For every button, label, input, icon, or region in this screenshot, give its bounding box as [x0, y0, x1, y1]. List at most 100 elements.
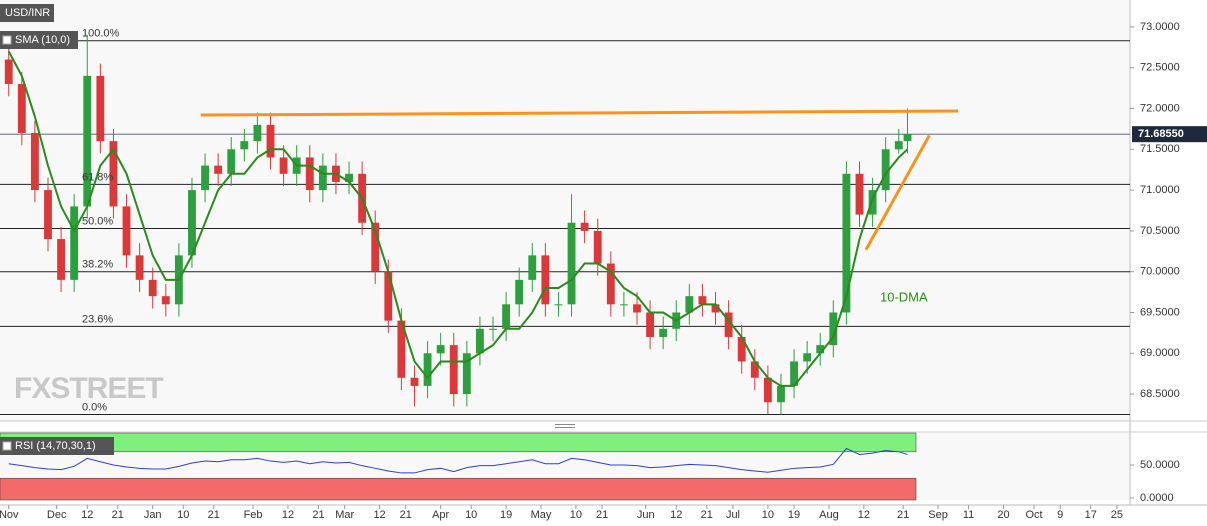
- candle-body: [580, 222, 589, 231]
- legend-title: USD/INR: [5, 7, 50, 19]
- x-tick-label: 11: [963, 509, 974, 521]
- x-tick-label: Jul: [726, 509, 740, 521]
- watermark-text: FXSTREET: [14, 372, 163, 405]
- candle-body: [541, 255, 550, 305]
- candle-body: [619, 304, 628, 306]
- candle-body: [410, 377, 419, 386]
- candle-body: [83, 75, 92, 207]
- candle-body: [227, 149, 236, 174]
- candle-body: [763, 377, 772, 403]
- x-tick-label: 9: [1057, 509, 1063, 521]
- candle-body: [894, 141, 903, 150]
- rsi-oversold-zone: [0, 477, 917, 501]
- candle-body: [593, 230, 602, 264]
- candle-body: [803, 353, 812, 362]
- candle-body: [240, 141, 249, 150]
- candle-body: [397, 320, 406, 378]
- x-tick-label: 10: [570, 509, 582, 521]
- y-tick-label: 69.0000: [1140, 347, 1180, 359]
- x-tick-label: 21: [596, 509, 608, 521]
- x-tick-label: 12: [373, 509, 385, 521]
- y-tick-label: 70.5000: [1140, 225, 1180, 237]
- candle-body: [122, 206, 131, 256]
- y-tick-label: 71.0000: [1140, 184, 1180, 196]
- rsi-y-tick-label: 0.0000: [1140, 492, 1174, 504]
- x-tick-label: 21: [400, 509, 412, 521]
- candle-body: [17, 84, 26, 133]
- y-tick-label: 68.5000: [1140, 388, 1180, 400]
- candle-body: [855, 173, 864, 215]
- candle-body: [135, 255, 144, 280]
- candle-body: [188, 190, 196, 256]
- candle-body: [148, 279, 157, 297]
- x-tick-label: 21: [897, 509, 909, 521]
- x-tick-label: Aug: [819, 509, 839, 521]
- last-price-box: [1132, 126, 1207, 143]
- candle-body: [698, 296, 707, 305]
- candle-body: [44, 190, 52, 240]
- separator-grip[interactable]: [555, 424, 575, 428]
- x-tick-label: Apr: [432, 509, 449, 521]
- last-price-label: 71.68550: [1138, 128, 1184, 140]
- y-tick-label: 70.0000: [1140, 266, 1180, 278]
- x-tick-label: 12: [81, 509, 93, 521]
- candle-body: [305, 157, 314, 191]
- x-tick-label: 10: [465, 509, 477, 521]
- y-tick-label: 73.0000: [1140, 21, 1180, 33]
- legend-box: [0, 31, 78, 49]
- x-tick-label: 21: [112, 509, 124, 521]
- x-tick-label: 19: [788, 509, 800, 521]
- x-tick-label: 17: [1085, 509, 1097, 521]
- candle-body: [161, 296, 170, 305]
- candle-body: [711, 304, 720, 313]
- legend-rsi: RSI (14,70,30,1): [15, 440, 96, 452]
- x-tick-label: Sep: [928, 509, 948, 521]
- candle-body: [502, 304, 511, 329]
- x-tick-label: Jan: [144, 509, 162, 521]
- x-tick-label: Nov: [0, 509, 19, 521]
- candle-body: [528, 255, 537, 280]
- y-tick-label: 72.5000: [1140, 62, 1180, 74]
- candle-body: [685, 296, 694, 313]
- candle-body: [70, 206, 79, 280]
- main-panel: [0, 0, 1130, 421]
- x-tick-label: 25: [1111, 509, 1123, 521]
- x-tick-label: 20: [997, 509, 1009, 521]
- x-tick-label: 19: [500, 509, 512, 521]
- candle-body: [724, 312, 733, 337]
- candle-body: [371, 222, 380, 272]
- candle-body: [646, 312, 655, 337]
- candle-body: [567, 222, 576, 305]
- candle-body: [489, 328, 497, 330]
- x-tick-label: 12: [282, 509, 294, 521]
- candle-body: [777, 385, 785, 403]
- candle-body: [881, 149, 890, 191]
- candle-body: [750, 361, 759, 378]
- y-tick-label: 69.5000: [1140, 306, 1180, 318]
- x-tick-label: 10: [177, 509, 189, 521]
- candle-body: [829, 312, 838, 346]
- candle-body: [96, 75, 105, 142]
- legend-box: [0, 4, 54, 22]
- x-tick-label: Mar: [335, 509, 354, 521]
- candle-body: [816, 345, 825, 354]
- candle-body: [554, 304, 563, 306]
- legend-checkbox[interactable]: [2, 35, 12, 45]
- x-tick-label: Dec: [47, 509, 67, 521]
- fib-label: 0.0%: [82, 401, 107, 413]
- candle-body: [423, 353, 432, 386]
- x-tick-label: 21: [312, 509, 324, 521]
- candle-body: [659, 328, 668, 337]
- fib-label: 61.8%: [82, 171, 113, 183]
- annotation: 10-DMA: [880, 289, 928, 304]
- candle-body: [253, 124, 262, 142]
- watermark: FXSTREET: [14, 372, 164, 405]
- y-tick-label: 72.0000: [1140, 102, 1180, 114]
- fib-label: 23.6%: [82, 313, 113, 325]
- x-tick-label: 12: [858, 509, 870, 521]
- x-tick-label: Jun: [637, 509, 655, 521]
- legend-checkbox[interactable]: [2, 441, 12, 451]
- legend-box: [0, 437, 114, 455]
